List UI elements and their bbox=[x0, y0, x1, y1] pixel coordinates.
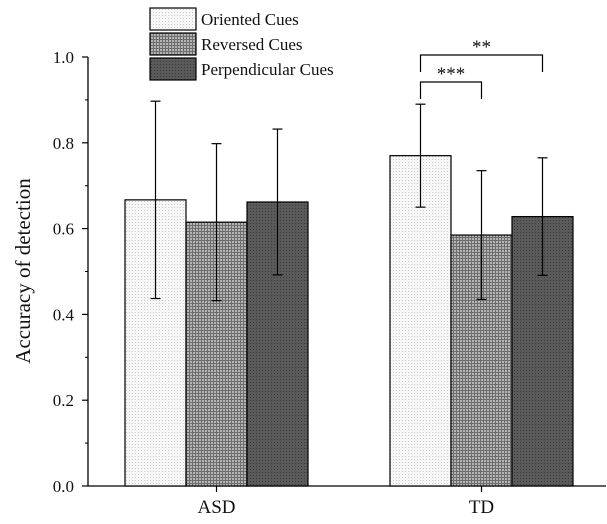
significance-label: *** bbox=[437, 64, 466, 85]
legend-swatch bbox=[149, 57, 197, 81]
significance-bracket bbox=[419, 81, 483, 99]
significance-bracket bbox=[419, 54, 544, 72]
legend-label: Oriented Cues bbox=[201, 10, 299, 29]
bars bbox=[124, 155, 574, 487]
bar-td-2 bbox=[511, 215, 574, 487]
category-labels: ASD TD bbox=[197, 486, 494, 518]
significance-label: ** bbox=[472, 37, 491, 58]
legend-label: Perpendicular Cues bbox=[201, 60, 334, 79]
significance-annotations: ***** bbox=[419, 37, 544, 99]
legend-swatch bbox=[149, 32, 197, 56]
y-axis-ticks: 0.0 0.2 0.4 0.6 0.8 1.0 bbox=[53, 48, 88, 496]
legend: Oriented Cues Reversed Cues Perpendicular … bbox=[149, 7, 334, 81]
legend-label: Reversed Cues bbox=[201, 35, 303, 54]
y-tick-label: 0.6 bbox=[53, 220, 74, 239]
y-tick-label: 0.0 bbox=[53, 477, 74, 496]
legend-swatch bbox=[149, 7, 197, 31]
y-tick-label: 0.4 bbox=[53, 305, 75, 324]
y-tick-label: 1.0 bbox=[53, 48, 74, 67]
error-bars bbox=[150, 100, 548, 302]
x-category-label: ASD bbox=[197, 497, 235, 518]
y-axis-title: Accuracy of detection bbox=[11, 178, 35, 364]
y-tick-label: 0.2 bbox=[53, 391, 74, 410]
x-category-label: TD bbox=[469, 497, 494, 518]
bar-td-0 bbox=[389, 155, 452, 487]
y-tick-label: 0.8 bbox=[53, 134, 74, 153]
